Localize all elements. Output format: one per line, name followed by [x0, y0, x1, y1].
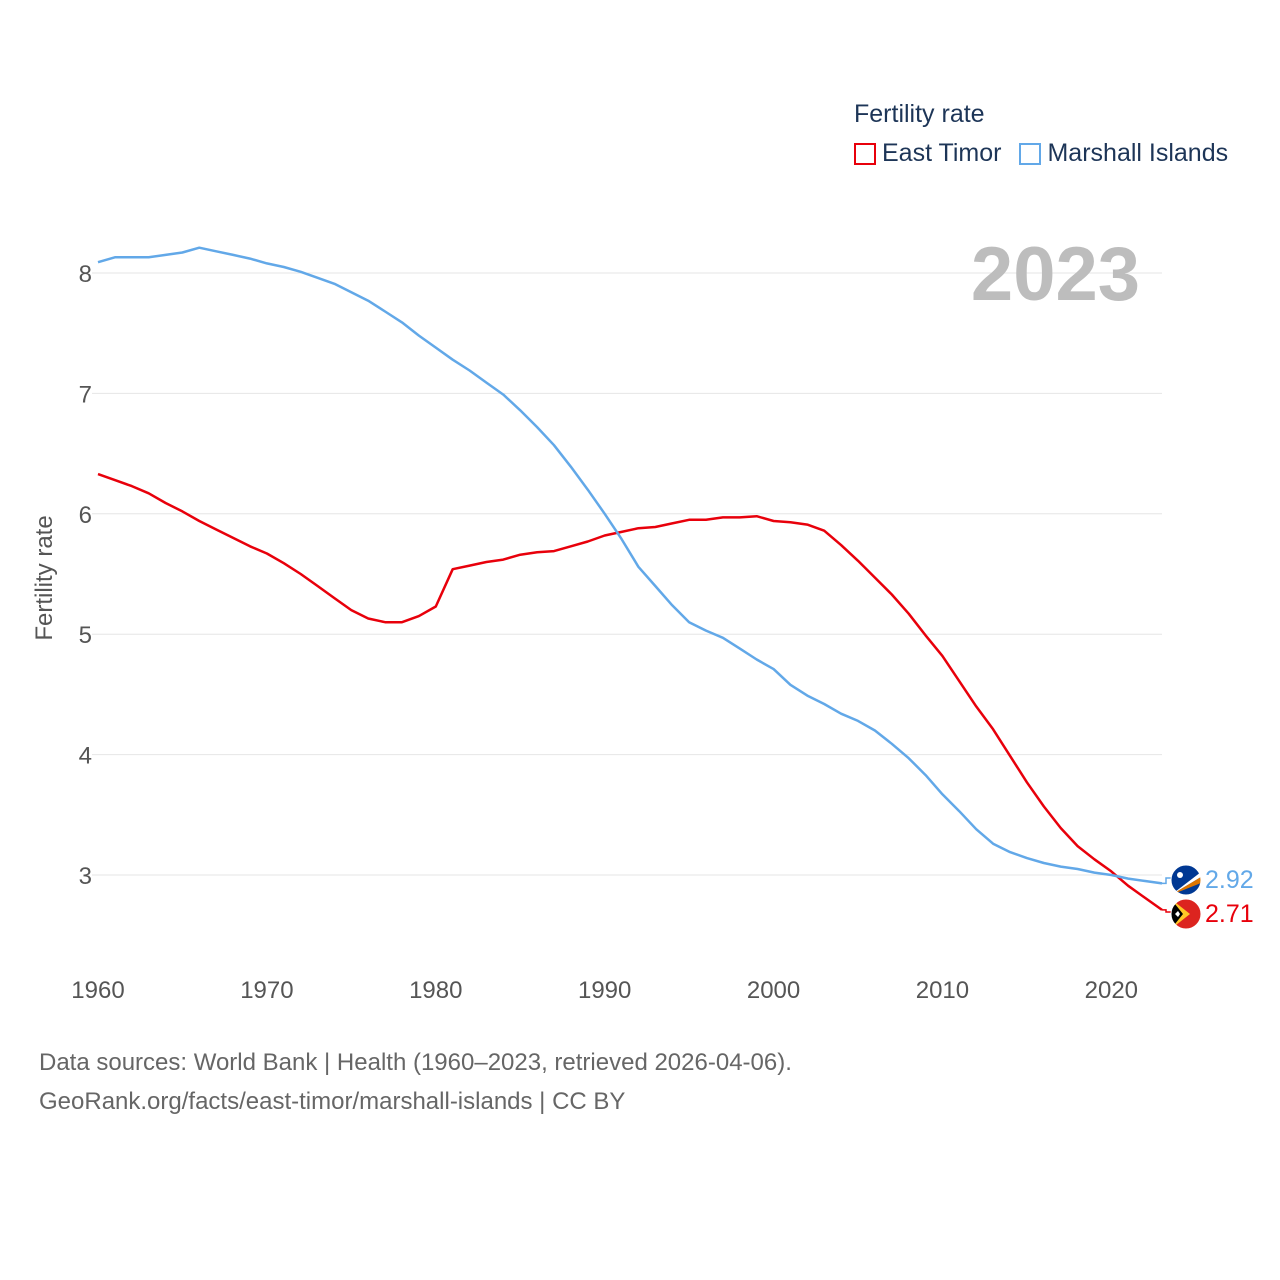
- connector-marshall-islands: [1162, 877, 1172, 885]
- x-tick-label: 1980: [409, 977, 462, 1004]
- series-lines: [97, 246, 1163, 911]
- x-tick-label: 1970: [240, 977, 293, 1004]
- footer: Data sources: World Bank | Health (1960–…: [39, 1043, 792, 1121]
- end-value-marshall-islands: 2.92: [1205, 866, 1254, 894]
- y-tick-label: 7: [79, 381, 92, 408]
- x-tick-label: 1960: [71, 977, 124, 1004]
- connector-east-timor: [1162, 909, 1172, 913]
- legend-label-marshall-islands: Marshall Islands: [1047, 139, 1229, 167]
- y-tick-label: 8: [79, 261, 92, 288]
- east-timor-flag-icon: [1170, 898, 1202, 930]
- y-tick-label: 5: [79, 622, 92, 649]
- series-line-marshall-islands: [97, 246, 1163, 885]
- x-axis-ticks: 1960 1970 1980 1990 2000 2010 2020: [71, 977, 1138, 1004]
- x-tick-label: 1990: [578, 977, 631, 1004]
- legend-item-east-timor[interactable]: East Timor: [854, 139, 1001, 168]
- y-axis-label: Fertility rate: [31, 515, 58, 640]
- legend: Fertility rate East Timor Marshall Islan…: [854, 100, 1228, 168]
- x-tick-label: 2010: [916, 977, 969, 1004]
- end-marker-marshall-islands: 2.92: [1162, 864, 1254, 896]
- footer-link[interactable]: GeoRank.org/facts/east-timor/marshall-is…: [39, 1088, 626, 1115]
- marshall-islands-flag-icon: [1170, 864, 1202, 896]
- y-axis-ticks: 3 4 5 6 7 8: [79, 261, 92, 890]
- series-line-east-timor: [97, 472, 1163, 911]
- current-year-label: 2023: [971, 232, 1140, 317]
- end-markers: 2.71 2.92: [1162, 864, 1254, 930]
- legend-swatch-east-timor: [854, 142, 876, 165]
- y-tick-label: 4: [79, 743, 92, 770]
- legend-swatch-marshall-islands: [1019, 142, 1042, 165]
- end-marker-east-timor: 2.71: [1162, 898, 1254, 930]
- legend-label-east-timor: East Timor: [882, 139, 1002, 167]
- gridlines: [92, 272, 1162, 876]
- y-tick-label: 6: [79, 502, 92, 529]
- footer-sources: Data sources: World Bank | Health (1960–…: [39, 1049, 792, 1076]
- x-tick-label: 2000: [747, 977, 800, 1004]
- end-value-east-timor: 2.71: [1205, 900, 1254, 928]
- y-tick-label: 3: [79, 863, 92, 890]
- legend-title: Fertility rate: [854, 100, 985, 128]
- x-tick-label: 2020: [1085, 977, 1138, 1004]
- legend-item-marshall-islands[interactable]: Marshall Islands: [1019, 139, 1228, 168]
